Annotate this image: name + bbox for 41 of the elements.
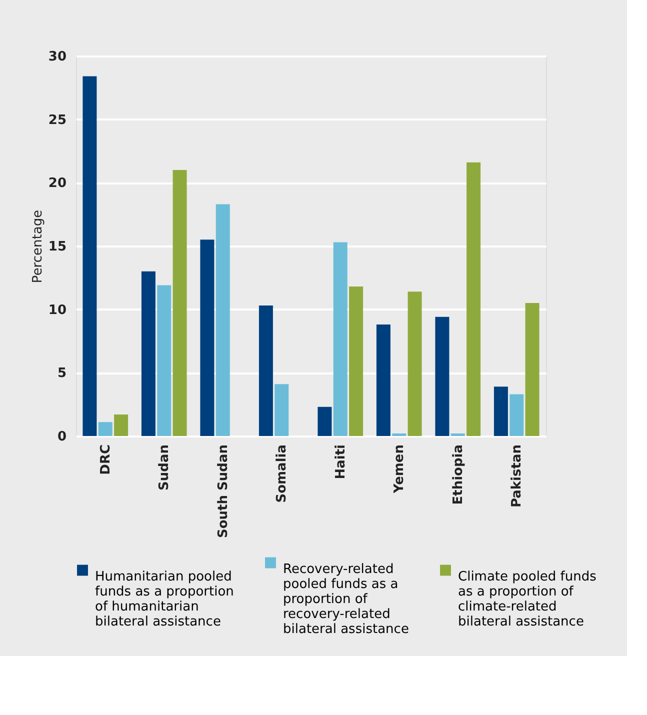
y-tick-label: 20 [48, 176, 66, 192]
x-tick-label: Sudan [157, 444, 172, 490]
bar [114, 414, 128, 436]
bar [200, 240, 214, 436]
y-axis-title: Percentage [30, 210, 46, 284]
bar [510, 394, 524, 436]
x-tick-label: Pakistan [510, 444, 525, 508]
bar [333, 242, 348, 436]
x-tick-label: Haiti [333, 444, 348, 480]
legend-label: Climate pooled funds as a proportion of climate-related bilateral assistance [458, 569, 597, 630]
y-tick-label: 15 [48, 240, 66, 254]
legend-label: Humanitarian pooled funds as a proportion of humanitarian bilateral assistance [95, 569, 234, 630]
bar [258, 306, 273, 436]
bar [494, 386, 508, 436]
y-tick-label: 25 [48, 112, 66, 128]
x-tick-label: DRC [98, 444, 114, 475]
x-tick-label: Yemen [392, 444, 408, 494]
x-tick-label: Somalia [274, 444, 290, 503]
bar [82, 76, 97, 436]
bar [157, 285, 172, 436]
bar [98, 422, 112, 436]
y-tick-label: 30 [48, 50, 66, 64]
bar [435, 316, 450, 436]
bar [318, 406, 332, 436]
bar [525, 303, 540, 436]
bar [274, 384, 289, 436]
bar [141, 271, 156, 436]
bar [450, 433, 465, 436]
bar [216, 204, 230, 436]
bar [408, 292, 422, 436]
y-tick-label: 5 [57, 366, 66, 382]
y-tick-label: 0 [57, 430, 66, 444]
bar [392, 433, 406, 436]
x-tick-label: South Sudan [216, 444, 231, 538]
bar [466, 162, 481, 436]
bar [349, 286, 364, 436]
y-tick-label: 10 [48, 302, 66, 318]
bar [172, 170, 187, 436]
x-tick-label: Ethiopia [450, 444, 466, 505]
legend-label: Recovery-related pooled funds as a proportion of recovery-related bilateral assistance [283, 562, 409, 637]
bar [376, 324, 390, 436]
